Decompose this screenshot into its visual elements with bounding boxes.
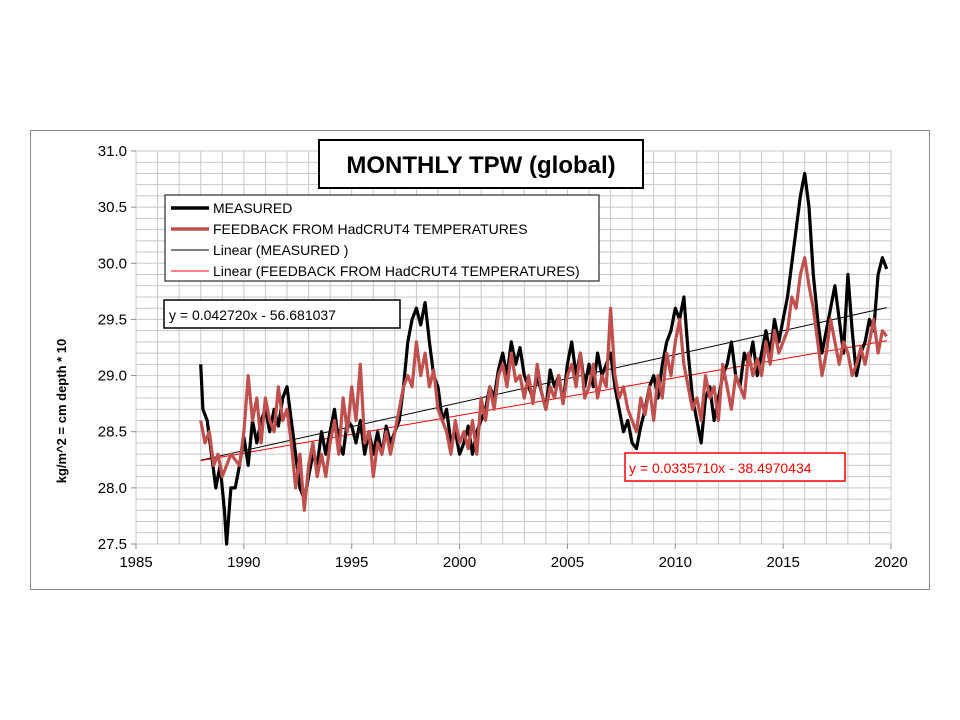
y-tick-label: 29.0 (98, 368, 127, 385)
y-tick-label: 30.0 (98, 255, 127, 272)
equation-feedback: y = 0.0335710x - 38.4970434 (629, 460, 812, 476)
y-tick-label: 28.5 (98, 424, 127, 441)
x-tick-label: 1985 (119, 554, 152, 571)
x-tick-label: 2015 (766, 554, 799, 571)
legend-label-measured: MEASURED (213, 200, 292, 216)
equation-box-feedback: y = 0.0335710x - 38.4970434 (624, 452, 846, 482)
legend-label-linear-feedback: Linear (FEEDBACK FROM HadCRUT4 TEMPERATU… (213, 263, 580, 279)
chart-frame: 1985 1990 1995 2000 2005 2010 2015 2020 27.5 28.0… (30, 130, 930, 590)
chart-title: MONTHLY TPW (global) (346, 152, 615, 179)
equation-box-measured: y = 0.042720x - 56.681037 (163, 299, 401, 329)
axes: 1985 1990 1995 2000 2005 2010 2015 2020 27.5 28.0… (98, 143, 908, 571)
legend: MEASURED FEEDBACK FROM HadCRUT4 TEMPERAT… (164, 194, 600, 282)
y-tick-label: 30.5 (98, 199, 127, 216)
series-line-feedback (199, 256, 888, 512)
y-tick-label: 31.0 (98, 143, 127, 160)
chart: 1985 1990 1995 2000 2005 2010 2015 2020 27.5 28.0… (54, 139, 908, 571)
x-tick-label: 1990 (227, 554, 260, 571)
y-axis-label: kg/m^2 = cm depth * 10 (54, 339, 69, 484)
x-tick-label: 2005 (551, 554, 584, 571)
y-tick-label: 28.0 (98, 480, 127, 497)
equation-measured: y = 0.042720x - 56.681037 (169, 307, 336, 323)
legend-label-linear-measured: Linear (MEASURED ) (213, 242, 348, 258)
x-tick-label: 1995 (335, 554, 368, 571)
x-tick-label: 2020 (874, 554, 907, 571)
y-tick-label: 27.5 (98, 536, 127, 553)
legend-box (164, 194, 600, 282)
y-tick-label: 29.5 (98, 311, 127, 328)
x-tick-label: 2000 (443, 554, 476, 571)
series (199, 171, 889, 546)
legend-label-feedback: FEEDBACK FROM HadCRUT4 TEMPERATURES (213, 221, 528, 237)
x-tick-label: 2010 (659, 554, 692, 571)
chart-title-box: MONTHLY TPW (global) (318, 139, 644, 189)
